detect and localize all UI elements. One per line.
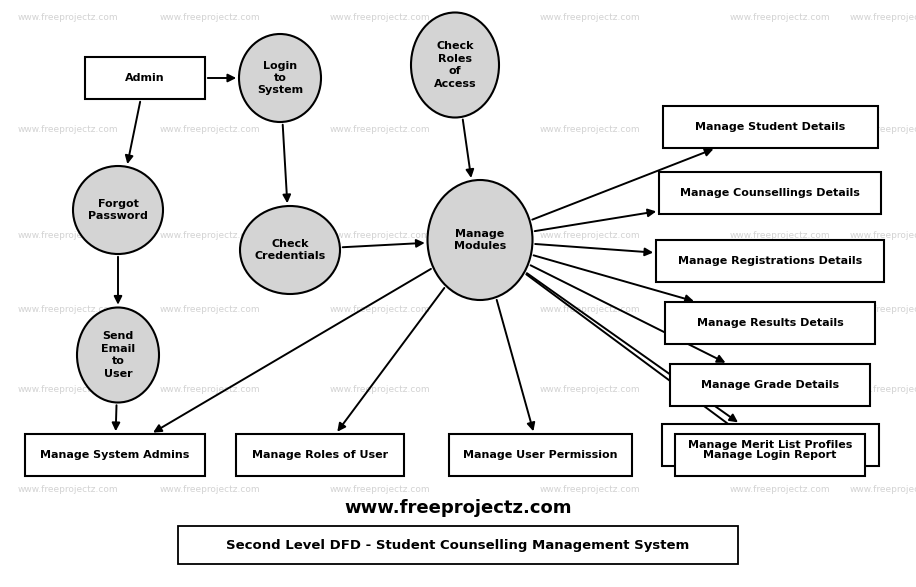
Text: www.freeprojectz.com: www.freeprojectz.com	[159, 14, 260, 22]
Text: www.freeprojectz.com: www.freeprojectz.com	[540, 485, 640, 494]
Text: www.freeprojectz.com: www.freeprojectz.com	[344, 499, 572, 517]
Text: Manage Counsellings Details: Manage Counsellings Details	[680, 188, 860, 198]
Bar	[449, 434, 631, 476]
Text: Login
to
System: Login to System	[256, 60, 303, 96]
Text: www.freeprojectz.com: www.freeprojectz.com	[730, 231, 830, 239]
Ellipse shape	[77, 308, 159, 403]
Bar	[659, 172, 881, 214]
Text: Manage Results Details: Manage Results Details	[697, 318, 844, 328]
Text: www.freeprojectz.com: www.freeprojectz.com	[850, 386, 916, 394]
Text: Manage Registrations Details: Manage Registrations Details	[678, 256, 862, 266]
Bar	[665, 302, 875, 344]
Text: Send
Email
to
User: Send Email to User	[101, 332, 135, 379]
Bar	[661, 424, 878, 466]
Text: www.freeprojectz.com: www.freeprojectz.com	[159, 231, 260, 239]
Text: Forgot
Password: Forgot Password	[88, 199, 148, 221]
Bar	[670, 364, 870, 406]
Text: www.freeprojectz.com: www.freeprojectz.com	[17, 126, 118, 134]
Bar	[236, 434, 404, 476]
Text: www.freeprojectz.com: www.freeprojectz.com	[730, 386, 830, 394]
Text: www.freeprojectz.com: www.freeprojectz.com	[330, 386, 431, 394]
Text: Manage Login Report: Manage Login Report	[703, 450, 836, 460]
Text: www.freeprojectz.com: www.freeprojectz.com	[730, 126, 830, 134]
Text: www.freeprojectz.com: www.freeprojectz.com	[159, 485, 260, 494]
Text: Admin: Admin	[125, 73, 165, 83]
Ellipse shape	[239, 34, 321, 122]
Bar	[656, 240, 884, 282]
Text: www.freeprojectz.com: www.freeprojectz.com	[330, 485, 431, 494]
Text: Check
Roles
of
Access: Check Roles of Access	[433, 42, 476, 89]
Text: www.freeprojectz.com: www.freeprojectz.com	[540, 386, 640, 394]
Text: Second Level DFD - Student Counselling Management System: Second Level DFD - Student Counselling M…	[226, 538, 690, 552]
Text: www.freeprojectz.com: www.freeprojectz.com	[159, 386, 260, 394]
Text: www.freeprojectz.com: www.freeprojectz.com	[850, 305, 916, 315]
Text: www.freeprojectz.com: www.freeprojectz.com	[17, 305, 118, 315]
Text: www.freeprojectz.com: www.freeprojectz.com	[17, 485, 118, 494]
Ellipse shape	[73, 166, 163, 254]
Text: Manage Merit List Profiles: Manage Merit List Profiles	[688, 440, 852, 450]
Ellipse shape	[240, 206, 340, 294]
Text: www.freeprojectz.com: www.freeprojectz.com	[330, 231, 431, 239]
Bar	[178, 526, 738, 564]
Text: www.freeprojectz.com: www.freeprojectz.com	[540, 14, 640, 22]
Text: www.freeprojectz.com: www.freeprojectz.com	[850, 14, 916, 22]
Text: Manage
Modules: Manage Modules	[453, 229, 507, 251]
Text: Manage Student Details: Manage Student Details	[695, 122, 845, 132]
Bar	[25, 434, 205, 476]
Text: www.freeprojectz.com: www.freeprojectz.com	[17, 386, 118, 394]
Text: Manage User Permission: Manage User Permission	[463, 450, 617, 460]
Text: www.freeprojectz.com: www.freeprojectz.com	[730, 305, 830, 315]
Text: www.freeprojectz.com: www.freeprojectz.com	[540, 305, 640, 315]
Text: www.freeprojectz.com: www.freeprojectz.com	[17, 231, 118, 239]
Text: www.freeprojectz.com: www.freeprojectz.com	[159, 305, 260, 315]
Text: www.freeprojectz.com: www.freeprojectz.com	[850, 485, 916, 494]
Text: Manage Roles of User: Manage Roles of User	[252, 450, 388, 460]
Ellipse shape	[411, 12, 499, 117]
Text: Check
Credentials: Check Credentials	[255, 239, 325, 261]
Text: www.freeprojectz.com: www.freeprojectz.com	[540, 126, 640, 134]
Ellipse shape	[428, 180, 532, 300]
Text: www.freeprojectz.com: www.freeprojectz.com	[730, 485, 830, 494]
Text: www.freeprojectz.com: www.freeprojectz.com	[850, 126, 916, 134]
Text: www.freeprojectz.com: www.freeprojectz.com	[850, 231, 916, 239]
Bar	[675, 434, 865, 476]
Text: www.freeprojectz.com: www.freeprojectz.com	[17, 14, 118, 22]
Text: Manage Grade Details: Manage Grade Details	[701, 380, 839, 390]
Text: www.freeprojectz.com: www.freeprojectz.com	[159, 126, 260, 134]
Text: www.freeprojectz.com: www.freeprojectz.com	[330, 126, 431, 134]
Text: Manage System Admins: Manage System Admins	[40, 450, 190, 460]
Text: www.freeprojectz.com: www.freeprojectz.com	[730, 14, 830, 22]
Bar	[85, 57, 205, 99]
Text: www.freeprojectz.com: www.freeprojectz.com	[540, 231, 640, 239]
Text: www.freeprojectz.com: www.freeprojectz.com	[330, 14, 431, 22]
Bar	[662, 106, 878, 148]
Text: www.freeprojectz.com: www.freeprojectz.com	[330, 305, 431, 315]
